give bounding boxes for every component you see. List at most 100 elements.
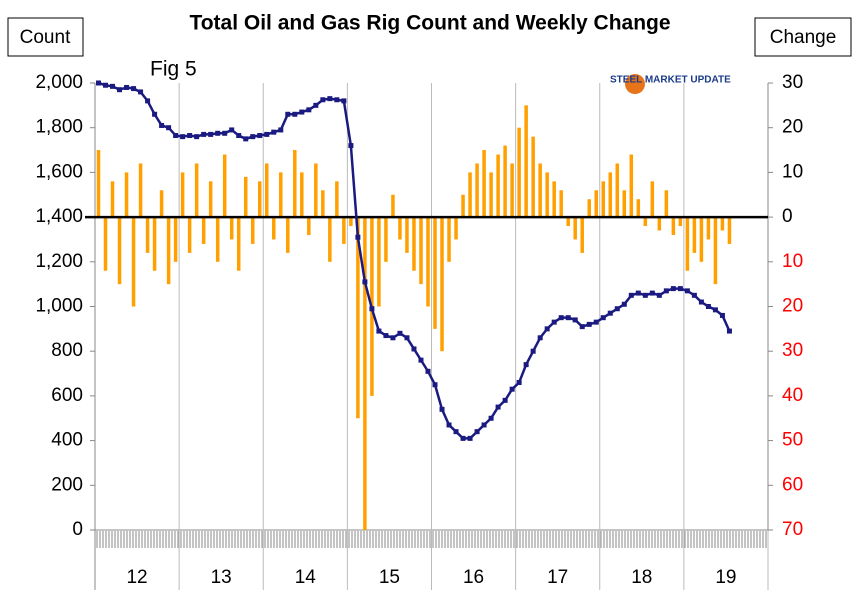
change-bar [440,217,444,352]
change-bar [412,217,416,271]
count-marker [320,97,326,103]
count-marker [257,133,263,139]
count-marker [285,111,291,117]
change-bar [692,217,697,253]
change-bar [727,217,732,244]
count-marker [488,415,494,421]
change-bar [699,217,704,262]
count-marker [236,133,242,139]
change-bar [342,217,346,244]
x-tick-label: 14 [295,567,317,588]
change-bar [208,181,213,218]
count-marker [299,109,305,115]
count-marker [558,315,564,321]
change-bar [636,199,641,218]
change-bar [279,172,283,218]
count-marker [341,98,347,104]
x-tick-label: 13 [211,567,232,588]
change-bar [405,217,409,253]
count-marker [467,435,473,441]
count-marker [544,326,550,332]
count-marker [201,131,207,137]
y2-label-box [754,17,852,57]
change-bar [552,181,556,218]
count-marker [117,87,123,93]
change-bar [678,217,683,227]
count-marker [684,288,690,294]
count-marker [264,131,270,137]
count-marker [404,335,410,341]
count-marker [250,134,256,140]
change-bar [166,217,171,285]
y-axis-label: Count [20,27,71,48]
count-marker [369,306,375,312]
count-marker [537,335,543,341]
change-bar [510,163,514,218]
change-bar [664,190,669,218]
change-bar [496,154,500,218]
change-bar [222,154,227,218]
change-bar [447,217,451,262]
count-marker [103,82,109,88]
change-bar [538,163,542,218]
count-marker [243,136,249,142]
change-bar [419,217,423,285]
change-bar [559,190,563,218]
change-bar [349,217,353,227]
count-marker [453,429,459,435]
count-marker [334,97,340,103]
count-marker [124,84,130,90]
count-marker [187,133,193,139]
change-bar [335,181,339,218]
count-marker [138,89,144,95]
change-bar [110,181,115,218]
y-tick-label: 800 [51,340,83,361]
change-bar [286,217,290,253]
y2-tick-label: 10 [782,251,803,272]
change-bar [601,181,606,218]
count-marker [600,315,606,321]
change-bar [307,217,311,235]
change-bar [587,199,591,218]
change-bar [517,127,521,218]
count-marker [327,96,333,102]
count-marker [677,286,683,292]
count-marker [614,306,620,312]
change-bar [96,150,101,218]
count-marker [586,321,592,327]
change-bar [706,217,711,240]
y-tick-label: 1,200 [35,251,83,272]
x-tick-label: 18 [631,567,652,588]
count-marker [376,328,382,334]
change-bar [398,217,402,240]
count-marker [271,129,277,135]
count-marker [628,292,634,298]
count-marker [159,122,165,128]
change-bar [545,172,549,218]
y2-tick-label: 20 [782,117,803,138]
change-bar [180,172,185,218]
change-bar [215,217,220,262]
y-tick-label: 2,000 [35,72,83,93]
count-marker [180,134,186,140]
count-marker [110,83,116,89]
count-marker [152,111,158,117]
change-bar [300,172,304,218]
x-tick-label: 19 [715,567,736,588]
count-marker [418,357,424,363]
count-marker [313,102,319,108]
change-bar [594,190,598,218]
count-marker [355,234,361,240]
change-bar [384,217,388,262]
count-marker [460,435,466,441]
count-marker [726,328,732,334]
count-marker [425,368,431,374]
count-marker [481,422,487,428]
change-bar [314,163,318,218]
y-tick-label: 200 [51,474,83,495]
count-marker [642,292,648,298]
y-tick-label: 400 [51,430,83,451]
change-bar [243,176,248,218]
y2-tick-label: 30 [782,340,803,361]
